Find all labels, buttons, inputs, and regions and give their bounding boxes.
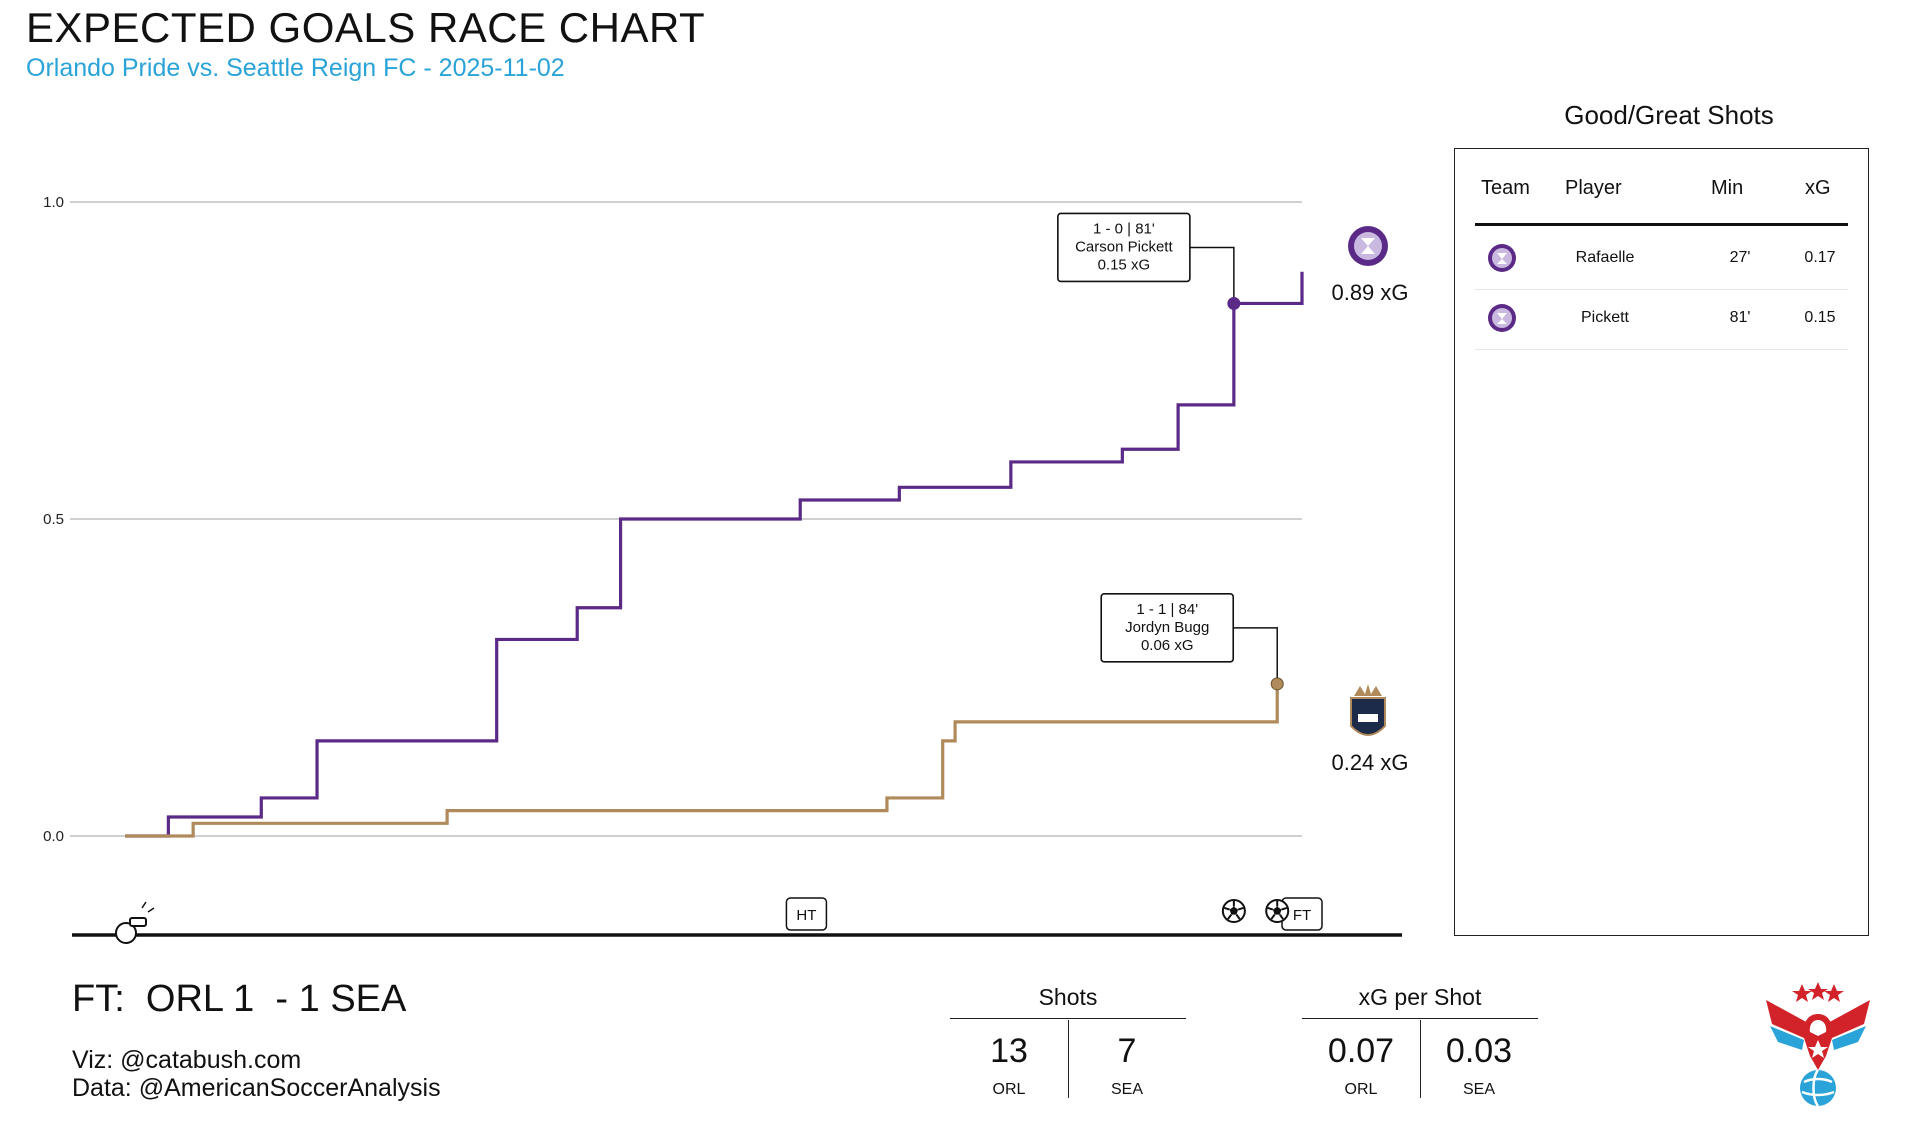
ball-seam — [1235, 914, 1241, 920]
crest-band — [1358, 714, 1378, 722]
ht-marker-label: HT — [796, 907, 816, 924]
ht-marker-box — [785, 897, 828, 931]
ball-center — [1272, 906, 1282, 915]
sea-shots-value: 7 — [1117, 1032, 1137, 1070]
series-line-sea — [125, 683, 1279, 838]
ball-seam — [1279, 914, 1284, 920]
goal-annotation-box — [1057, 212, 1191, 283]
header-xg: xG — [1805, 177, 1831, 199]
annotation-leader — [1233, 627, 1278, 684]
header-rule — [1475, 223, 1848, 226]
orl-xg-per-shot-label: ORL — [1344, 1081, 1378, 1098]
header-player: Player — [1565, 177, 1622, 199]
ball-center — [1229, 906, 1239, 915]
goal-annotation-box — [1100, 593, 1235, 663]
shots-panel: Team Player Min xG Rafaelle 27' 0.17 Pic… — [1454, 148, 1869, 936]
ball-seam — [1227, 914, 1233, 920]
annotation-leader — [1189, 246, 1235, 304]
goal-score-label: 1 - 0 | 81' — [1093, 220, 1155, 237]
table-row: Pickett 81' 0.15 — [1475, 289, 1848, 350]
chart-title: EXPECTED GOALS RACE CHART — [26, 4, 706, 51]
shot-xg: 0.15 — [1804, 309, 1836, 326]
goal-score-label: 1 - 1 | 84' — [1136, 601, 1198, 618]
final-xg-label-orl: 0.89 xG — [1331, 280, 1408, 305]
goal-xg-label: 0.06 xG — [1141, 637, 1194, 654]
goal-player-label: Carson Pickett — [1075, 238, 1173, 255]
orl-shots-label: ORL — [992, 1081, 1026, 1098]
sea-xg-per-shot-value: 0.03 — [1445, 1032, 1513, 1070]
whistle-sound — [147, 907, 155, 913]
shot-minute: 81' — [1729, 309, 1751, 326]
ball-seam — [1224, 906, 1230, 911]
table-row: Rafaelle 27' 0.17 — [1475, 229, 1848, 290]
shot-xg: 0.17 — [1804, 249, 1836, 266]
orlando-pride-crest-icon — [1488, 304, 1516, 332]
header-team: Team — [1481, 177, 1530, 199]
goal-player-label: Jordyn Bugg — [1125, 619, 1209, 636]
shots-stat-title: Shots — [1038, 984, 1098, 1010]
whistle-mouth — [129, 917, 147, 927]
shot-minute: 27' — [1729, 249, 1751, 266]
whistle-body — [115, 922, 137, 944]
orlando-pride-crest-icon — [1348, 226, 1388, 266]
viz-credit: Viz: @catabush.com — [72, 1046, 302, 1074]
shots-panel-title: Good/Great Shots — [1564, 100, 1774, 130]
final-xg-label-sea: 0.24 xG — [1331, 750, 1408, 775]
goal-xg-label: 0.15 xG — [1098, 256, 1151, 273]
xg-per-shot-stat-rule — [1302, 1018, 1538, 1019]
y-tick-label: 0.5 — [43, 511, 64, 528]
xg-per-shot-stat-divider — [1420, 1020, 1421, 1098]
ft-marker-label: FT — [1293, 907, 1311, 924]
final-score: FT: ORL 1 - 1 SEA — [72, 978, 407, 1020]
y-tick-label: 0.0 — [43, 828, 64, 845]
data-credit: Data: @AmericanSoccerAnalysis — [72, 1074, 441, 1102]
series-line-orl — [125, 271, 1304, 838]
player-name: Rafaelle — [1575, 249, 1635, 266]
sea-xg-per-shot-label: SEA — [1462, 1081, 1495, 1098]
soccer-ball-icon — [1265, 899, 1290, 923]
shots-stat-divider — [1068, 1020, 1069, 1098]
orlando-pride-crest-icon — [1488, 244, 1516, 272]
ball-seam — [1281, 906, 1288, 911]
whistle-icon — [115, 901, 155, 944]
crest-mark — [1361, 238, 1375, 254]
whistle-sound — [141, 901, 147, 909]
crest-core — [1354, 232, 1382, 260]
chart-subtitle: Orlando Pride vs. Seattle Reign FC - 202… — [26, 54, 565, 82]
eagle-logo-icon — [1766, 982, 1870, 1107]
ball-seam — [1267, 906, 1274, 911]
sea-shots-label: SEA — [1110, 1081, 1143, 1098]
shots-stat-rule — [950, 1018, 1186, 1019]
player-name: Pickett — [1580, 309, 1629, 326]
ball-seam — [1270, 914, 1276, 920]
goal-point-orl — [1227, 296, 1241, 310]
ball-seam — [1237, 906, 1244, 911]
goal-point-sea — [1270, 677, 1284, 691]
seattle-reign-crest-icon — [1350, 684, 1386, 736]
header-min: Min — [1711, 177, 1744, 199]
xg-per-shot-stat-title: xG per Shot — [1358, 984, 1482, 1010]
y-tick-label: 1.0 — [43, 194, 64, 211]
orl-xg-per-shot-value: 0.07 — [1327, 1032, 1395, 1070]
soccer-ball-icon — [1221, 899, 1246, 923]
crest-crown — [1354, 684, 1382, 696]
credits: Viz: @catabush.com Data: @AmericanSoccer… — [72, 1046, 441, 1102]
orl-shots-value: 13 — [990, 1032, 1028, 1070]
